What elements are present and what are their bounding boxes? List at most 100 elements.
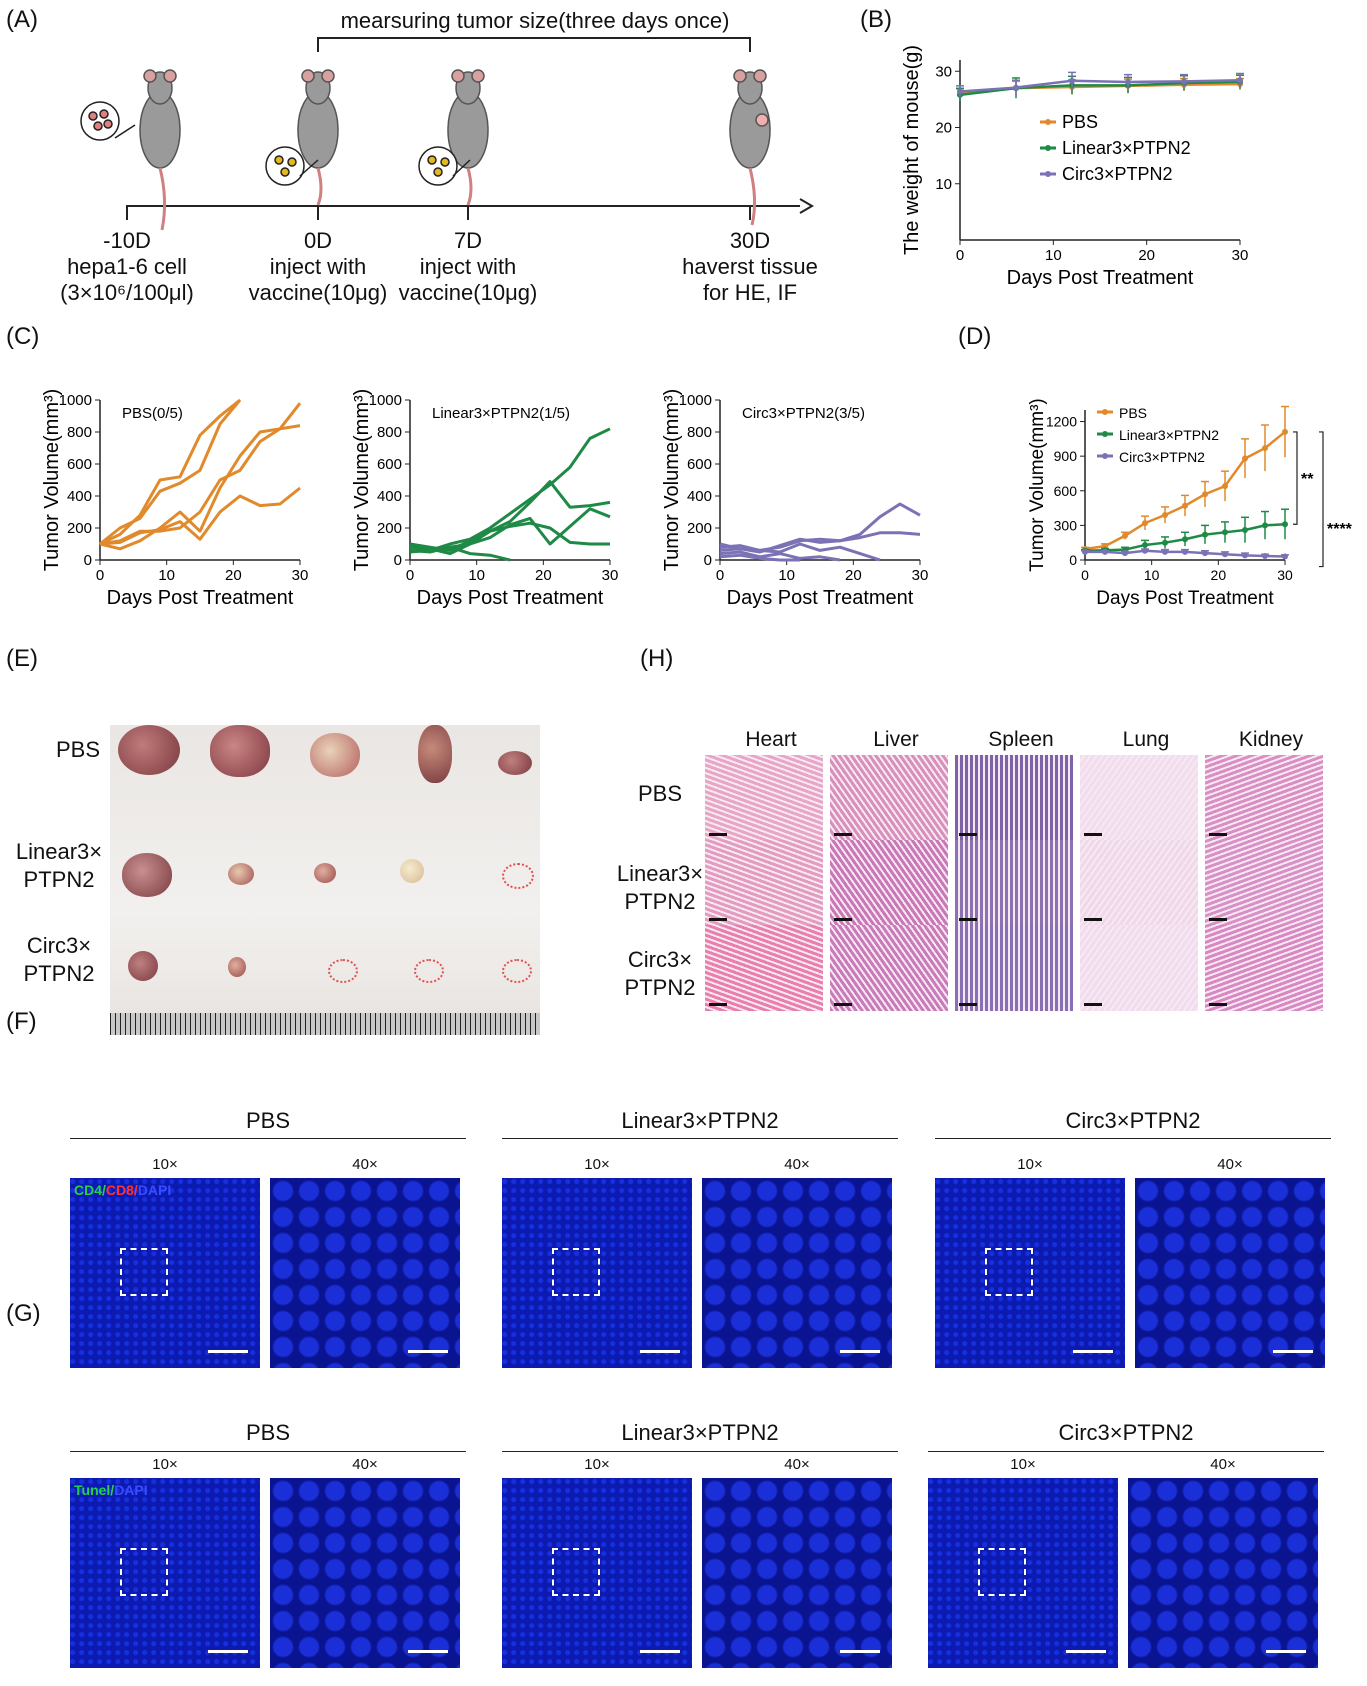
data-point (1013, 84, 1019, 91)
x-tick-label: 0 (1081, 567, 1089, 583)
fluorescence-image (502, 1178, 692, 1368)
scale-bar (709, 833, 727, 836)
chart-annotation: Linear3×PTPN2(1/5) (432, 405, 570, 422)
histology-image (1205, 840, 1323, 926)
histology-image (955, 925, 1073, 1011)
histology-image (705, 925, 823, 1011)
scale-bar (709, 1003, 727, 1006)
series-line (719, 553, 800, 562)
data-point (1282, 428, 1288, 435)
series-line (409, 521, 610, 556)
x-tick-label: 0 (956, 247, 964, 264)
group-title: Linear3×PTPN2 (621, 1108, 779, 1133)
series-line (719, 550, 841, 562)
x-tick-label: 20 (535, 567, 552, 584)
legend-marker (1102, 409, 1108, 415)
significance-label: ** (1301, 471, 1314, 488)
x-tick-label: 0 (96, 567, 104, 584)
divider (502, 1138, 898, 1139)
group-title: Linear3×PTPN2 (621, 1420, 779, 1445)
data-point (1202, 550, 1208, 557)
data-point (1102, 548, 1108, 555)
magnification-label: 40× (352, 1456, 378, 1473)
data-point (1262, 445, 1268, 452)
tumor (210, 725, 270, 777)
histology-image (955, 840, 1073, 926)
panel-label-d: (D) (958, 323, 992, 350)
histology-image (1080, 755, 1198, 841)
x-axis-label: Days Post Treatment (1096, 588, 1274, 609)
data-point (1142, 547, 1148, 554)
histology-image (1080, 925, 1198, 1011)
stain-legend: Tunel/DAPI (74, 1482, 148, 1498)
series-line (959, 79, 1241, 93)
data-point (1182, 536, 1188, 543)
x-axis-label: Days Post Treatment (1007, 267, 1194, 289)
y-tick-label: 600 (67, 456, 92, 473)
legend-marker (1045, 171, 1051, 177)
data-point (1181, 78, 1187, 85)
data-point (1202, 531, 1208, 538)
series-line (99, 398, 241, 546)
legend-label: PBS (1062, 112, 1098, 132)
tumor (498, 751, 532, 775)
empty-marker (328, 959, 358, 983)
series-line (99, 424, 301, 551)
histology-image (1205, 755, 1323, 841)
scale-bar (834, 833, 852, 836)
series-line (409, 545, 511, 562)
photo-row-label: PBS (55, 737, 101, 762)
tumor (400, 859, 424, 883)
x-tick-label: 20 (225, 567, 242, 584)
x-tick-label: 30 (1277, 567, 1293, 583)
scale-bar (1084, 918, 1102, 921)
data-point (957, 88, 963, 95)
scale-bar (709, 918, 727, 921)
scale-bar (959, 918, 977, 921)
scale-bar (834, 1003, 852, 1006)
x-tick-label: 20 (1138, 247, 1155, 264)
x-tick-label: 10 (1045, 247, 1062, 264)
y-tick-label: 30 (935, 63, 952, 80)
scale-bar (208, 1350, 248, 1353)
fluorescence-image (70, 1478, 260, 1668)
scale-bar (1209, 918, 1227, 921)
y-tick-label: 800 (377, 424, 402, 441)
histology-image (705, 755, 823, 841)
fluorescence-image (702, 1478, 892, 1668)
scale-bar (1209, 833, 1227, 836)
x-tick-label: 20 (1211, 567, 1227, 583)
data-point (1242, 455, 1248, 462)
organ-kidney-label: Kidney (1238, 728, 1304, 751)
data-point (1202, 491, 1208, 498)
data-point (1262, 552, 1268, 559)
magnification-label: 10× (152, 1156, 178, 1173)
y-tick-label: 800 (67, 424, 92, 441)
y-tick-label: 400 (377, 488, 402, 505)
magnification-label: 10× (584, 1456, 610, 1473)
x-tick-label: 30 (602, 567, 619, 584)
empty-marker (414, 959, 444, 983)
series-line (99, 399, 242, 546)
scale-bar (640, 1350, 680, 1353)
scale-bar (1273, 1350, 1313, 1353)
fluorescence-image (935, 1178, 1125, 1368)
scale-bar (1073, 1350, 1113, 1353)
legend-label: Circ3×PTPN2 (1119, 449, 1205, 465)
magnification-label: 40× (784, 1456, 810, 1473)
histology-row-label: Circ3× PTPN2 (624, 947, 696, 1000)
tumor-photo (110, 725, 540, 1035)
y-tick-label: 600 (377, 456, 402, 473)
fluorescence-image (270, 1478, 460, 1668)
zoom-region-box (552, 1548, 600, 1596)
timeline-point: -10D hepa1-6 cell (3×10⁶/100μl) (60, 228, 194, 305)
legend-marker (1102, 453, 1108, 459)
data-point (1182, 502, 1188, 509)
histology-row-label: Linear3× PTPN2 (616, 861, 704, 914)
panel-label-a: (A) (6, 6, 38, 33)
series-line (409, 427, 611, 552)
histology-row-label: PBS (637, 781, 683, 806)
timeline-point: 30D haverst tissue for HE, IF (682, 228, 818, 305)
x-tick-label: 30 (912, 567, 929, 584)
timeline-bracket-label: mearsuring tumor size(three days once) (340, 8, 730, 33)
